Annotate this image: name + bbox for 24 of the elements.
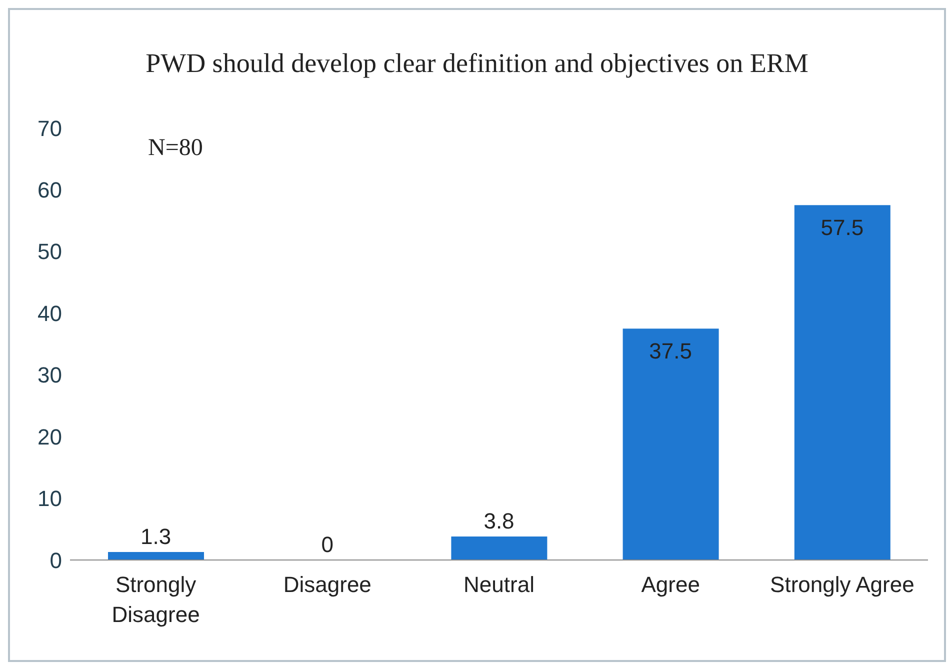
bar: [108, 552, 204, 560]
y-tick-label: 0: [50, 548, 62, 573]
bar: [622, 328, 719, 560]
y-tick-label: 60: [38, 178, 62, 203]
y-tick-label: 20: [38, 424, 62, 450]
x-tick-label: Strongly Disagree: [112, 572, 200, 627]
data-label: 0: [321, 532, 334, 557]
y-tick-label: 70: [38, 116, 62, 141]
chart-title: PWD should develop clear definition and objectives on ERM: [144, 48, 810, 79]
bar: [794, 205, 890, 560]
x-tick-label: Agree: [641, 572, 700, 597]
data-label: 3.8: [484, 508, 514, 534]
annotation: N=80: [148, 135, 203, 162]
y-tick-label: 40: [38, 300, 62, 326]
y-tick-label: 10: [38, 486, 62, 512]
data-label: 37.5: [649, 338, 692, 364]
y-tick-label: 30: [38, 362, 62, 388]
x-tick-label: Neutral: [464, 572, 534, 597]
data-label: 57.5: [820, 215, 864, 240]
x-tick-label: Disagree: [283, 572, 372, 597]
y-tick-label: 50: [38, 239, 62, 264]
data-label: 1.3: [140, 524, 172, 549]
x-tick-label: Strongly Agree: [770, 572, 914, 597]
bar: [451, 536, 548, 560]
